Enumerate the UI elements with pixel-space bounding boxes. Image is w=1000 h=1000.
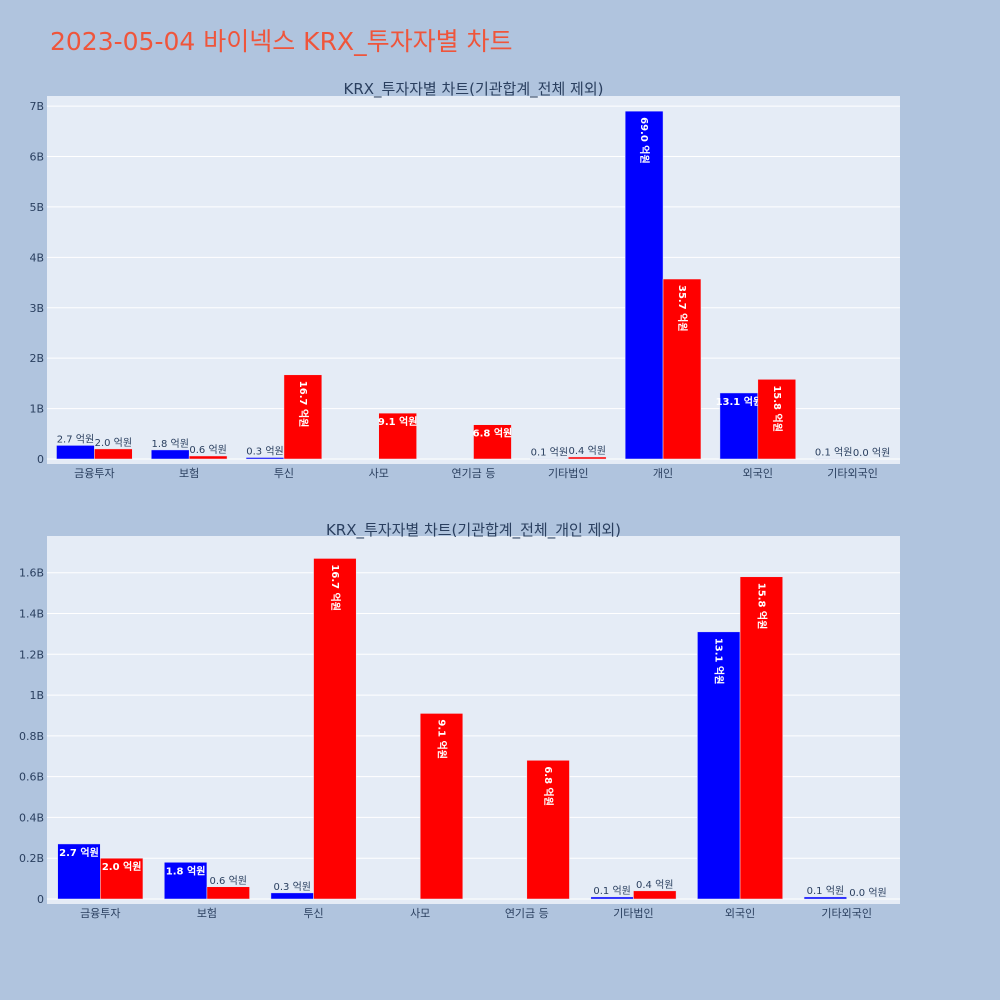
bar[interactable] [164,862,208,900]
bar[interactable] [206,886,250,900]
data-label: 15.8 억원 [771,385,784,432]
data-label: 13.1 억원 [713,638,726,685]
data-label: 35.7 억원 [676,285,689,332]
y-tick-label: 0.8B [19,730,44,743]
x-tick-label: 개인 [653,467,673,480]
bar[interactable] [378,412,417,460]
bar[interactable] [94,448,133,460]
page-title: 2023-05-04 바이넥스 KRX_투자자별 차트 [50,27,513,56]
x-tick-label: 투신 [303,907,323,920]
data-label: 2.7 억원 [59,846,99,859]
data-label: 0.6 억원 [210,875,247,887]
bar[interactable] [697,631,741,900]
y-tick-label: 6B [29,151,44,164]
bar[interactable] [530,458,569,460]
y-tick-label: 1.6B [19,567,44,580]
data-label: 0.1 억원 [807,885,844,897]
chart-title: KRX_투자자별 차트(기관합계_전체_개인 제외) [326,521,621,540]
y-tick-label: 2B [29,352,44,365]
x-tick-label: 투신 [274,467,294,480]
data-label: 0.6 억원 [189,444,226,456]
bar[interactable] [590,896,634,900]
bar[interactable] [283,374,323,460]
bar[interactable] [100,857,144,900]
x-tick-label: 기타법인 [613,907,653,920]
bar[interactable] [57,843,101,900]
y-tick-label: 0.6B [19,771,44,784]
data-label: 15.8 억원 [755,583,768,630]
data-label: 9.1 억원 [378,415,418,428]
bar[interactable] [662,278,702,460]
data-label: 6.8 억원 [542,766,555,806]
bar[interactable] [633,890,677,900]
data-label: 69.0 억원 [638,117,651,164]
bar[interactable] [188,455,228,460]
data-label: 9.1 억원 [436,719,449,759]
bar[interactable] [473,424,512,460]
bar[interactable] [719,392,759,460]
y-tick-label: 5B [29,201,44,214]
x-tick-label: 사모 [369,467,389,480]
data-label: 1.8 억원 [151,438,188,450]
x-tick-label: 보험 [197,907,217,920]
y-tick-label: 3B [29,302,44,315]
y-tick-label: 0 [37,893,44,906]
x-tick-label: 기타법인 [548,467,588,480]
data-label: 16.7 억원 [329,564,342,611]
data-label: 0.4 억원 [568,445,605,457]
chart-title: KRX_투자자별 차트(기관합계_전체 제외) [344,80,604,99]
y-tick-label: 7B [29,100,44,113]
bar[interactable] [814,458,853,460]
y-tick-label: 0.4B [19,811,44,824]
x-tick-label: 기타외국인 [821,907,872,920]
data-label: 13.1 억원 [716,395,763,408]
bar[interactable] [568,456,607,460]
x-tick-label: 외국인 [743,467,773,480]
x-tick-label: 금융투자 [80,907,120,920]
data-label: 2.0 억원 [102,860,142,873]
x-tick-label: 보험 [179,467,199,480]
data-label: 6.8 억원 [473,427,513,440]
chart-1: 0 1B 2B 3B 4B 5B 6B 7B KRX_투자자별 차트(기관합계_전체 제외) 금융… [29,80,900,480]
data-label: 2.0 억원 [95,437,132,449]
data-label: 1.8 억원 [166,864,206,877]
bar[interactable] [313,558,357,900]
y-tick-label: 0 [37,453,44,466]
bar[interactable] [803,896,847,900]
data-label: 0.0 억원 [849,887,886,899]
data-label: 0.4 억원 [636,879,673,891]
y-tick-label: 1.2B [19,648,44,661]
bar[interactable] [151,449,190,460]
x-tick-label: 사모 [410,907,430,920]
bar[interactable] [270,892,314,900]
bar[interactable] [739,576,783,900]
bar[interactable] [757,379,796,460]
bar[interactable] [245,457,285,460]
x-tick-label: 기타외국인 [827,467,878,480]
x-tick-label: 금융투자 [74,467,114,480]
y-tick-label: 1.4B [19,607,44,620]
data-label: 0.0 억원 [853,447,890,459]
data-label: 0.1 억원 [593,885,630,897]
chart-2: 0 0.2B 0.4B 0.6B 0.8B 1B 1.2B 1.4B 1.6B KRX_투자자별 … [19,521,900,920]
data-label: 0.1 억원 [531,446,568,458]
bar[interactable] [419,713,464,900]
y-tick-label: 4B [29,251,44,264]
data-label: 2.7 억원 [57,433,94,445]
y-tick-label: 1B [29,403,44,416]
x-tick-label: 외국인 [725,907,755,920]
data-label: 0.1 억원 [815,446,852,458]
y-tick-label: 0.2B [19,852,44,865]
bar[interactable] [526,760,570,900]
bar[interactable] [56,445,95,460]
x-tick-label: 연기금 등 [452,467,496,480]
data-label: 0.3 억원 [246,445,283,457]
y-tick-label: 1B [29,689,44,702]
data-label: 0.3 억원 [273,881,310,893]
x-tick-label: 연기금 등 [505,907,549,920]
data-label: 16.7 억원 [297,381,310,428]
